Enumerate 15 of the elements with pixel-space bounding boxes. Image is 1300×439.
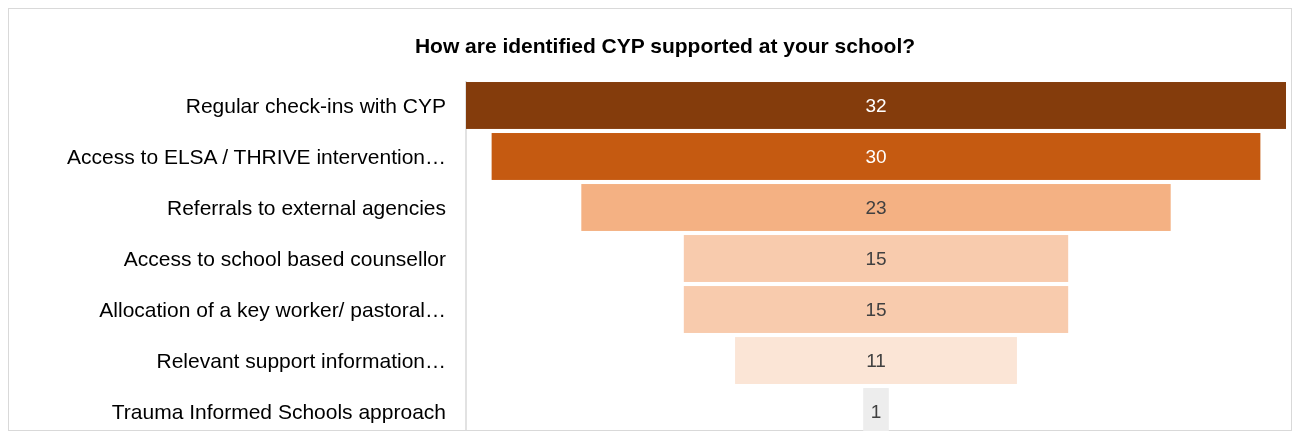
category-label: Access to ELSA / THRIVE intervention… bbox=[67, 144, 446, 168]
data-label: 32 bbox=[865, 95, 887, 117]
category-label: Trauma Informed Schools approach bbox=[111, 399, 446, 423]
data-label: 15 bbox=[865, 248, 887, 270]
data-label: 30 bbox=[865, 146, 887, 168]
category-label: Relevant support information… bbox=[156, 348, 446, 372]
data-label: 11 bbox=[866, 350, 886, 372]
category-label: Referrals to external agencies bbox=[167, 195, 446, 219]
category-label: Allocation of a key worker/ pastoral… bbox=[99, 297, 446, 321]
data-label: 23 bbox=[865, 197, 887, 219]
text: How are identified CYP supported at your school? bbox=[414, 34, 916, 58]
category-label: Access to school based counsellor bbox=[123, 246, 446, 270]
data-label: 15 bbox=[865, 299, 887, 321]
data-label: 1 bbox=[870, 401, 882, 423]
category-label: Regular check-ins with CYP bbox=[185, 93, 446, 117]
